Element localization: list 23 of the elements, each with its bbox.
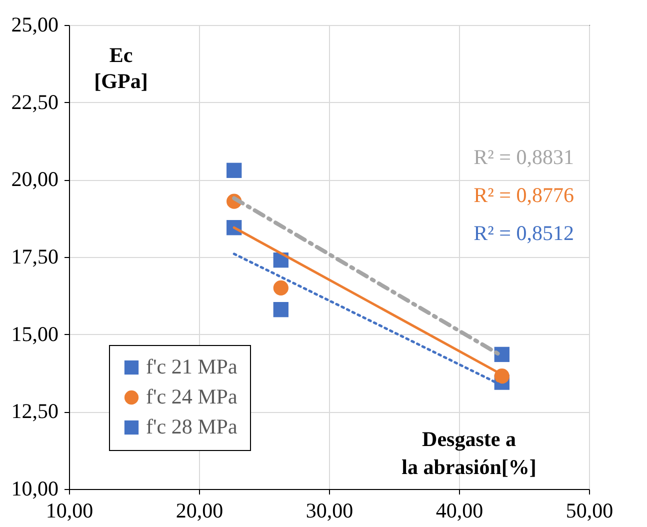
point xyxy=(273,280,288,296)
x-tick-label: 10,00 xyxy=(46,498,94,522)
y-tick-label: 15,00 xyxy=(11,322,58,346)
y-axis-title: Ec [GPa] xyxy=(94,43,148,93)
x-axis-title: Desgaste a la abrasión[%] xyxy=(402,427,536,479)
x-tick-label: 50,00 xyxy=(566,498,614,522)
y-tick-label: 22,50 xyxy=(11,90,58,114)
annotation: R² = 0,8776 xyxy=(474,183,574,207)
legend-label: f'c 24 MPa xyxy=(146,384,238,408)
y-tick-label: 12,50 xyxy=(11,399,58,424)
x-tick-label: 40,00 xyxy=(436,498,484,522)
y-tick-label: 17,50 xyxy=(11,244,58,268)
y-tick-label: 25,00 xyxy=(11,12,58,36)
x-tick-label: 20,00 xyxy=(176,498,224,522)
annotation: R² = 0,8831 xyxy=(474,145,574,169)
point xyxy=(273,302,288,318)
point xyxy=(226,162,242,178)
legend-label: f'c 21 MPa xyxy=(146,354,238,378)
y-tick-label: 10,00 xyxy=(11,476,58,500)
annotation: R² = 0,8512 xyxy=(474,221,574,245)
legend-label: f'c 28 MPa xyxy=(146,414,238,438)
y-tick-label: 20,00 xyxy=(11,167,58,192)
x-tick-label: 30,00 xyxy=(306,498,354,522)
